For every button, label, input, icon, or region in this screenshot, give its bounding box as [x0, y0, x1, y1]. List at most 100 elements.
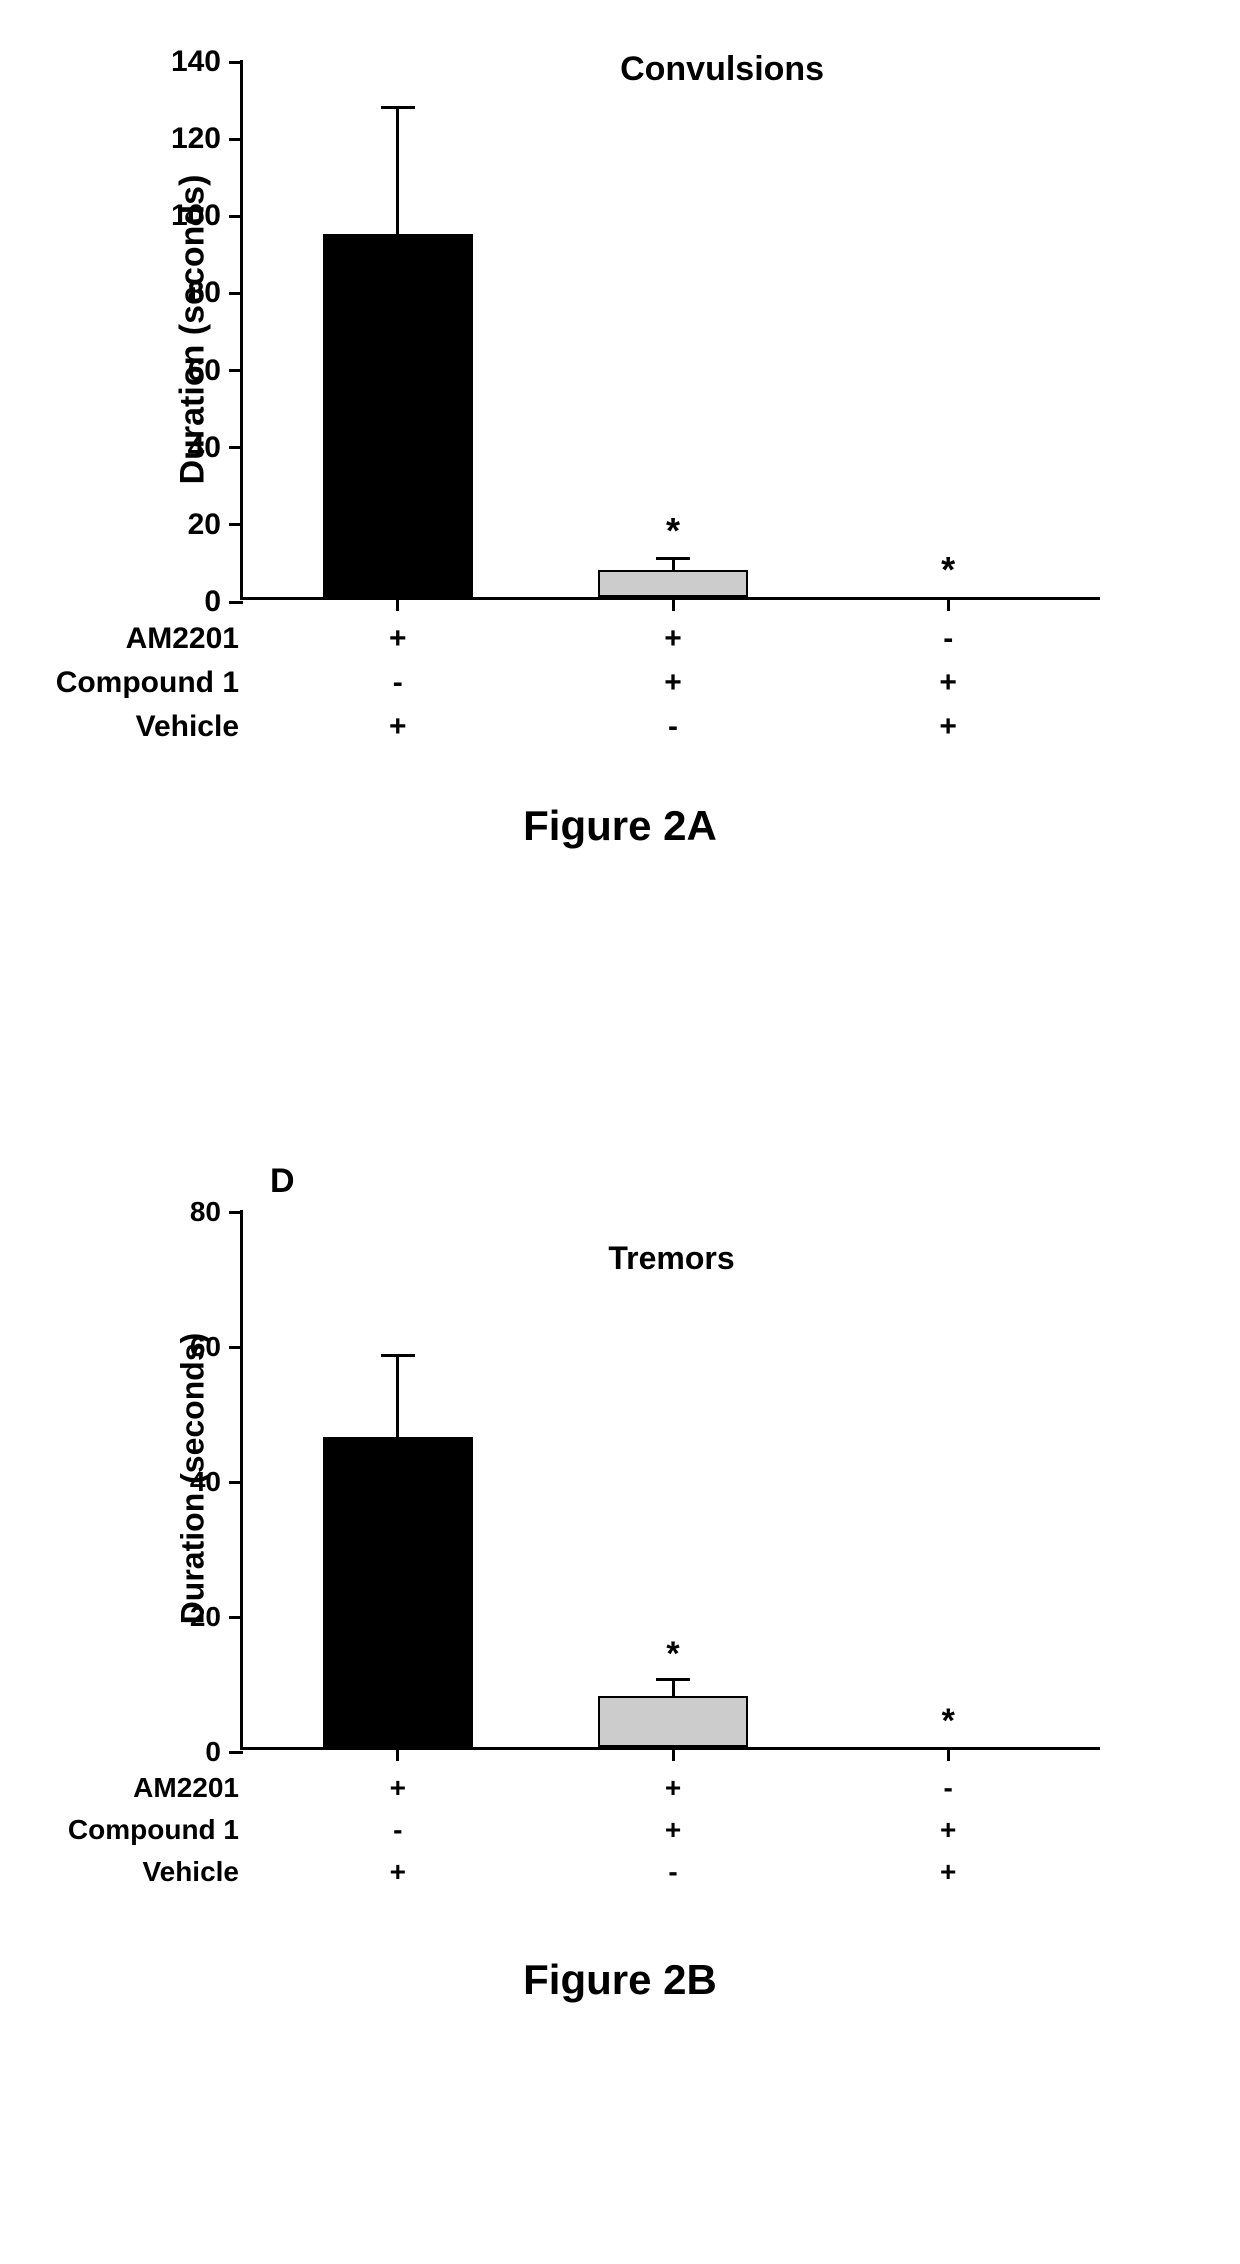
chart-a-title: Convulsions — [620, 50, 824, 89]
chart-b-area: Tremors Duration (seconds) AM2201++-Comp… — [240, 1210, 1100, 1750]
x-row-cell: + — [939, 666, 957, 700]
xtick-mark — [396, 1747, 399, 1761]
significance-marker: * — [941, 549, 955, 591]
ytick: 40 — [159, 431, 243, 465]
error-bar-cap — [381, 1354, 415, 1357]
panel-letter-d: D — [270, 1162, 295, 1201]
ytick-label: 20 — [159, 1601, 229, 1633]
ytick: 0 — [159, 1736, 243, 1768]
x-row-label: AM2201 — [133, 1772, 243, 1804]
error-bar-cap — [381, 106, 415, 109]
bar — [323, 1437, 473, 1748]
significance-marker: * — [942, 1702, 955, 1741]
ytick-mark — [229, 138, 243, 141]
ytick-label: 140 — [159, 45, 229, 79]
x-row-cell: - — [943, 622, 953, 656]
significance-marker: * — [666, 510, 680, 552]
ytick: 60 — [159, 354, 243, 388]
ytick-label: 40 — [159, 1466, 229, 1498]
x-row-label: AM2201 — [126, 622, 243, 656]
ytick-mark — [229, 446, 243, 449]
x-row-cell: + — [665, 1814, 681, 1846]
ytick: 80 — [159, 276, 243, 310]
ytick-label: 0 — [159, 1736, 229, 1768]
x-row-cell: + — [940, 1814, 956, 1846]
x-row-cell: + — [939, 710, 957, 744]
chart-b-title: Tremors — [608, 1240, 734, 1277]
figure-2a: Convulsions Duration (seconds) AM2201++-… — [0, 60, 1240, 600]
x-row-cell: + — [390, 1856, 406, 1888]
x-row: Vehicle+-+ — [243, 1851, 1100, 1893]
error-bar-stem — [672, 1680, 675, 1697]
bar — [598, 570, 748, 597]
x-row-cell: + — [664, 666, 682, 700]
ytick-label: 80 — [159, 1196, 229, 1228]
error-bar-cap — [656, 1678, 690, 1681]
error-bar-stem — [396, 107, 399, 234]
chart-a-xtable: AM2201++-Compound 1-++Vehicle+-+ — [243, 617, 1100, 749]
x-row: Compound 1-++ — [243, 661, 1100, 705]
chart-a-area: Convulsions Duration (seconds) AM2201++-… — [240, 60, 1100, 600]
x-row-cell: + — [940, 1856, 956, 1888]
x-row-cell: - — [668, 1856, 677, 1888]
ytick-label: 0 — [159, 585, 229, 619]
significance-marker: * — [666, 1635, 679, 1674]
ytick-mark — [229, 601, 243, 604]
xtick-mark — [672, 1747, 675, 1761]
ytick: 20 — [159, 1601, 243, 1633]
x-row-cell: - — [944, 1772, 953, 1804]
chart-b-xtable: AM2201++-Compound 1-++Vehicle+-+ — [243, 1767, 1100, 1893]
ytick-label: 100 — [159, 199, 229, 233]
figure-2b-caption: Figure 2B — [0, 1956, 1240, 2004]
bar — [598, 1696, 748, 1747]
x-row-cell: + — [664, 622, 682, 656]
bar — [323, 234, 473, 597]
ytick: 20 — [159, 508, 243, 542]
ytick: 60 — [159, 1331, 243, 1363]
error-bar-cap — [656, 557, 690, 560]
ytick-label: 20 — [159, 508, 229, 542]
ytick: 100 — [159, 199, 243, 233]
ytick-label: 120 — [159, 122, 229, 156]
figure-2a-caption: Figure 2A — [0, 802, 1240, 850]
chart-a-plot: Convulsions Duration (seconds) AM2201++-… — [240, 60, 1100, 600]
xtick-mark — [947, 1747, 950, 1761]
xtick-mark — [672, 597, 675, 611]
x-row: Compound 1-++ — [243, 1809, 1100, 1851]
ytick-label: 80 — [159, 276, 229, 310]
ytick-label: 60 — [159, 1331, 229, 1363]
ytick-mark — [229, 369, 243, 372]
ytick: 140 — [159, 45, 243, 79]
x-row-cell: + — [665, 1772, 681, 1804]
x-row: Vehicle+-+ — [243, 705, 1100, 749]
error-bar-stem — [672, 558, 675, 570]
ytick-mark — [229, 61, 243, 64]
ytick-mark — [229, 215, 243, 218]
ytick-label: 40 — [159, 431, 229, 465]
ytick-mark — [229, 1481, 243, 1484]
x-row-label: Compound 1 — [56, 666, 243, 700]
ytick: 120 — [159, 122, 243, 156]
ytick-mark — [229, 1616, 243, 1619]
x-row: AM2201++- — [243, 1767, 1100, 1809]
ytick-mark — [229, 1751, 243, 1754]
ytick: 40 — [159, 1466, 243, 1498]
ytick-mark — [229, 1211, 243, 1214]
x-row-cell: + — [390, 1772, 406, 1804]
figure-2b: D Tremors Duration (seconds) AM2201++-Co… — [0, 1210, 1240, 1750]
x-row-cell: + — [389, 710, 407, 744]
ytick-mark — [229, 292, 243, 295]
ytick: 80 — [159, 1196, 243, 1228]
x-row-cell: + — [389, 622, 407, 656]
x-row: AM2201++- — [243, 617, 1100, 661]
chart-b-plot: Tremors Duration (seconds) AM2201++-Comp… — [240, 1210, 1100, 1750]
xtick-mark — [396, 597, 399, 611]
x-row-cell: - — [393, 1814, 402, 1846]
x-row-cell: - — [393, 666, 403, 700]
ytick-mark — [229, 523, 243, 526]
error-bar-stem — [396, 1356, 399, 1437]
x-row-label: Compound 1 — [68, 1814, 243, 1846]
ytick-label: 60 — [159, 354, 229, 388]
x-row-label: Vehicle — [136, 710, 243, 744]
x-row-cell: - — [668, 710, 678, 744]
